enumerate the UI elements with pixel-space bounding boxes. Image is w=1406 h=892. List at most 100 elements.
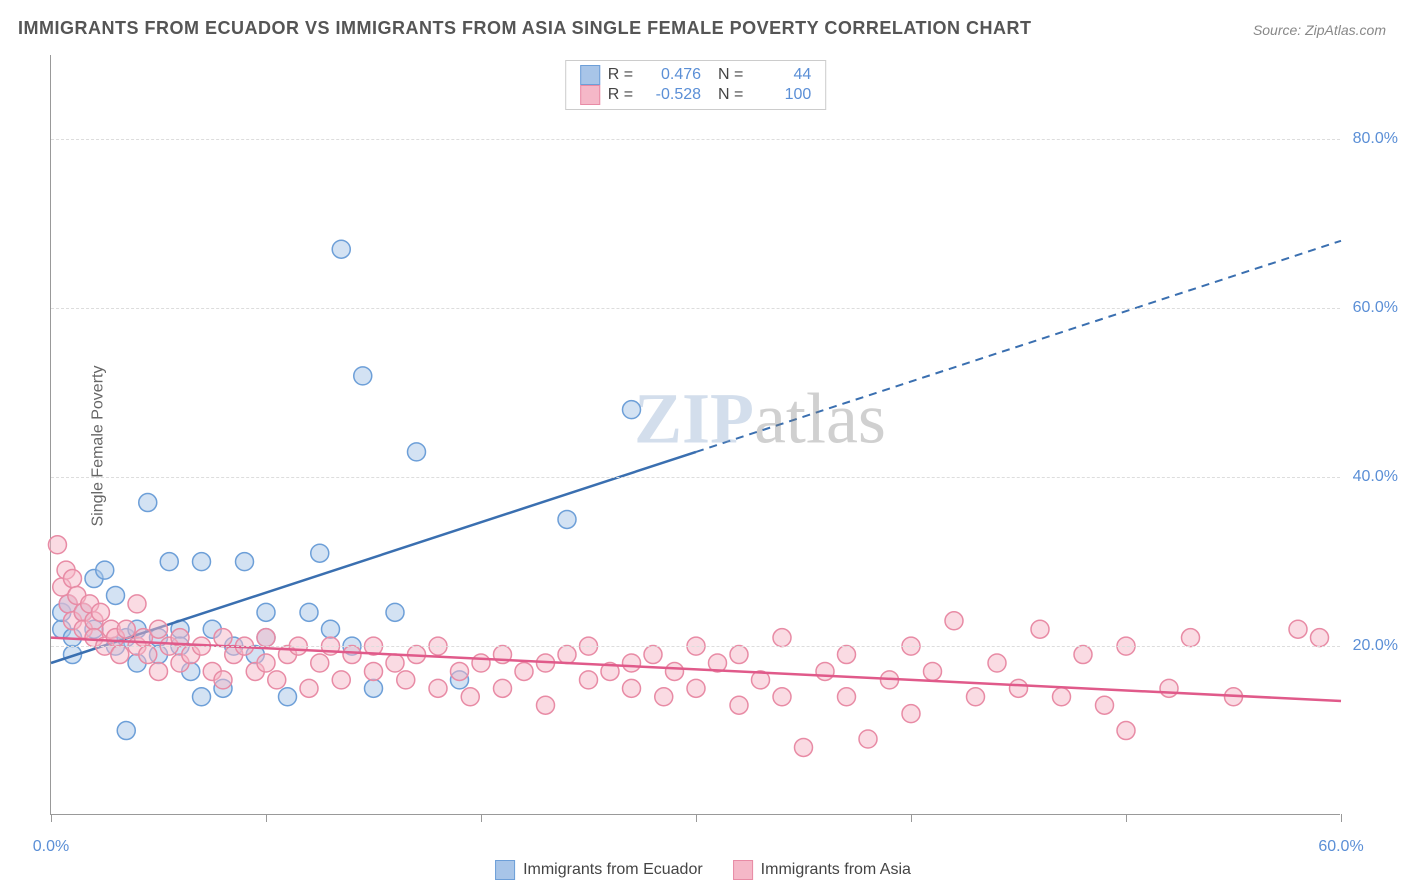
scatter-point [300,679,318,697]
x-tick [1341,814,1342,822]
scatter-point [365,662,383,680]
legend-r-value: -0.528 [641,86,701,104]
legend-row: R = -0.528 N = 100 [580,85,812,105]
source-label: Source: ZipAtlas.com [1253,22,1386,38]
scatter-point [257,629,275,647]
scatter-point [924,662,942,680]
scatter-point [515,662,533,680]
scatter-point [193,553,211,571]
scatter-point [580,671,598,689]
scatter-point [311,654,329,672]
scatter-point [397,671,415,689]
scatter-point [139,494,157,512]
scatter-point [623,679,641,697]
x-tick-label: 0.0% [33,838,69,856]
scatter-point [623,401,641,419]
scatter-point [773,688,791,706]
scatter-point [451,662,469,680]
scatter-point [644,646,662,664]
scatter-point [494,679,512,697]
scatter-point [902,705,920,723]
grid-line [51,139,1340,140]
series-legend: Immigrants from Ecuador Immigrants from A… [495,860,911,880]
legend-row: R = 0.476 N = 44 [580,65,812,85]
chart-container: IMMIGRANTS FROM ECUADOR VS IMMIGRANTS FR… [0,0,1406,892]
scatter-point [623,654,641,672]
scatter-point [1160,679,1178,697]
scatter-point [773,629,791,647]
scatter-point [429,679,447,697]
scatter-point [322,620,340,638]
scatter-point [1074,646,1092,664]
scatter-point [257,654,275,672]
chart-title: IMMIGRANTS FROM ECUADOR VS IMMIGRANTS FR… [18,18,1032,39]
scatter-point [150,620,168,638]
x-tick [696,814,697,822]
legend-n-value: 44 [751,66,811,84]
legend-swatch [733,860,753,880]
scatter-point [655,688,673,706]
scatter-point [1311,629,1329,647]
scatter-point [257,603,275,621]
scatter-point [365,679,383,697]
scatter-point [48,536,66,554]
scatter-point [558,510,576,528]
scatter-point [64,570,82,588]
scatter-point [730,696,748,714]
legend-r-value: 0.476 [641,66,701,84]
legend-swatch [495,860,515,880]
scatter-point [150,662,168,680]
scatter-point [91,603,109,621]
x-tick [481,814,482,822]
legend-n-label: N = [709,86,743,104]
x-tick [266,814,267,822]
legend-item: Immigrants from Ecuador [495,860,703,880]
scatter-point [268,671,286,689]
scatter-point [214,629,232,647]
scatter-point [96,561,114,579]
scatter-point [1096,696,1114,714]
legend-label: Immigrants from Asia [761,861,911,879]
scatter-point [139,646,157,664]
scatter-point [730,646,748,664]
scatter-point [236,553,254,571]
y-tick-label: 20.0% [1353,637,1398,655]
scatter-point [300,603,318,621]
scatter-point [1053,688,1071,706]
grid-line [51,477,1340,478]
scatter-point [386,654,404,672]
scatter-point [1010,679,1028,697]
scatter-point [666,662,684,680]
scatter-point [838,646,856,664]
scatter-point [967,688,985,706]
scatter-point [472,654,490,672]
scatter-point [386,603,404,621]
legend-swatch [580,85,600,105]
scatter-point [1031,620,1049,638]
scatter-point [107,586,125,604]
scatter-point [214,671,232,689]
trend-line-ext [696,241,1341,452]
scatter-point [1289,620,1307,638]
legend-n-label: N = [709,66,743,84]
scatter-point [193,688,211,706]
scatter-point [128,595,146,613]
legend-item: Immigrants from Asia [733,860,911,880]
legend-r-label: R = [608,86,633,104]
y-tick-label: 60.0% [1353,299,1398,317]
scatter-point [558,646,576,664]
plot-area: R = 0.476 N = 44 R = -0.528 N = 100 ZIPa… [50,55,1340,815]
grid-line [51,308,1340,309]
y-tick-label: 40.0% [1353,468,1398,486]
scatter-svg [51,55,1340,814]
scatter-point [816,662,834,680]
scatter-point [160,553,178,571]
scatter-point [332,671,350,689]
grid-line [51,646,1340,647]
scatter-point [332,240,350,258]
scatter-point [945,612,963,630]
scatter-point [117,722,135,740]
correlation-legend: R = 0.476 N = 44 R = -0.528 N = 100 [565,60,827,110]
scatter-point [537,696,555,714]
x-tick [911,814,912,822]
